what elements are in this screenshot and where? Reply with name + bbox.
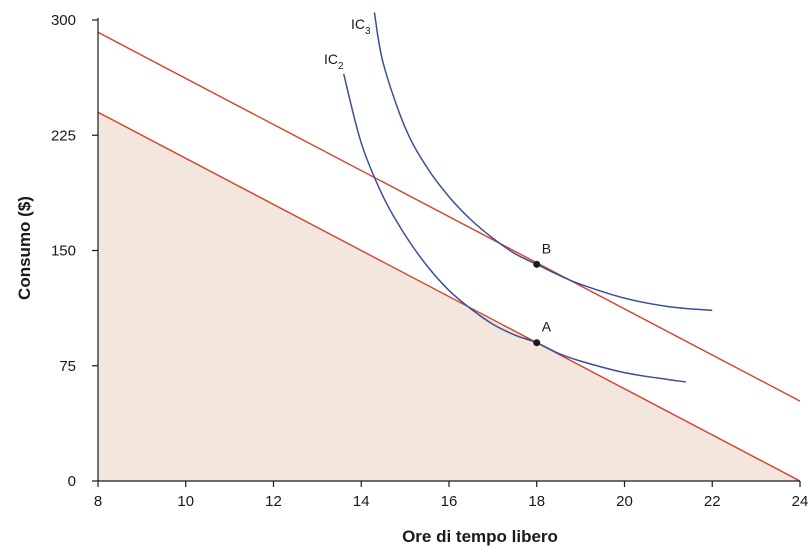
curve-label-ic3: IC3 [351, 16, 371, 37]
budget-line-2 [97, 31, 801, 402]
indifference-curve-ic2 [342, 73, 687, 383]
x-tick-label-10: 10 [177, 493, 194, 510]
indifference-curves-layer [342, 12, 713, 383]
x-tick-label-24: 24 [792, 493, 809, 510]
y-axis-title: Consumo ($) [15, 196, 34, 300]
budget-line-1 [97, 111, 801, 482]
point-label-a: A [542, 319, 552, 335]
y-tick-label-300: 300 [51, 12, 76, 29]
x-tick-label-20: 20 [616, 493, 633, 510]
x-tick-label-22: 22 [704, 493, 721, 510]
y-tick-label-225: 225 [51, 127, 76, 144]
point-a [533, 339, 541, 347]
x-tick-label-12: 12 [265, 493, 282, 510]
budget-lines-layer [97, 31, 801, 482]
x-tick-label-18: 18 [528, 493, 545, 510]
y-tick-label-0: 0 [68, 473, 76, 490]
curve-label-ic2: IC2 [324, 51, 344, 72]
y-tick-label-150: 150 [51, 243, 76, 260]
x-axis-title: Ore di tempo libero [402, 527, 558, 546]
x-tick-label-14: 14 [353, 493, 370, 510]
x-tick-label-8: 8 [94, 493, 102, 510]
points-layer [533, 260, 541, 347]
y-tick-label-75: 75 [59, 358, 76, 375]
x-tick-label-16: 16 [441, 493, 458, 510]
labels-layer: IC2 IC3 A B [324, 16, 552, 335]
point-label-b: B [542, 240, 551, 256]
indifference-curve-ic3 [373, 12, 713, 312]
point-b [533, 260, 541, 268]
axes-layer: 8 10 12 14 16 18 20 22 24 0 75 150 225 300 [51, 12, 808, 510]
